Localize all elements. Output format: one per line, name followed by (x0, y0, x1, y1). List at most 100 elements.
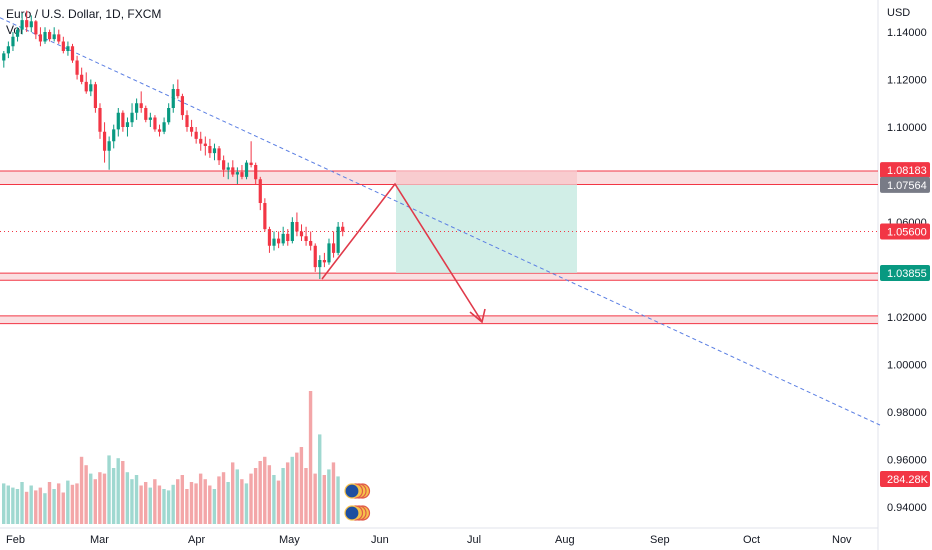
volume-bar (189, 482, 194, 524)
candle-body (277, 238, 281, 244)
candle-body (75, 60, 79, 75)
price-tag[interactable] (880, 176, 930, 193)
volume-bar (336, 476, 340, 524)
volume-bar (267, 465, 272, 524)
x-tick-label: Jul (467, 534, 481, 546)
volume-bar (61, 492, 65, 524)
currency-label: USD (887, 7, 910, 19)
volume-bar (134, 475, 139, 524)
candle-body (153, 117, 157, 130)
volume-bar (139, 485, 143, 524)
y-tick-label: 0.94000 (887, 502, 927, 514)
candle-body (121, 112, 125, 127)
candle-body (162, 122, 166, 132)
candle-body (102, 131, 107, 151)
candle-body (20, 20, 24, 30)
downtrend-line[interactable] (0, 17, 881, 426)
volume-bar (102, 473, 107, 524)
volume-bar (47, 482, 52, 524)
volume-bar (157, 485, 162, 524)
candle-body (336, 226, 340, 253)
candle-body (281, 233, 285, 244)
price-tag-label: 1.03855 (887, 268, 927, 280)
volume-bar (70, 484, 75, 524)
volume-bar (79, 456, 84, 524)
candle-body (48, 32, 52, 40)
candle-body (93, 84, 97, 108)
volume-bar (272, 475, 276, 524)
volume-bar (24, 491, 29, 524)
volume-bar (276, 480, 281, 524)
volume-bar (285, 462, 290, 524)
candle-body (249, 162, 253, 165)
candle-body (2, 53, 6, 61)
volume-bar (253, 468, 258, 524)
symbol-title[interactable]: Euro / U.S. Dollar, 1D, FXCM (6, 7, 162, 21)
candle-body (130, 112, 134, 123)
volume-bar (313, 473, 317, 524)
price-tag[interactable] (880, 162, 930, 179)
event-badge[interactable] (344, 505, 360, 521)
candle-body (208, 146, 212, 154)
candle-body (235, 172, 239, 175)
price-tag[interactable] (880, 264, 930, 281)
price-tag-label: 1.08183 (887, 165, 927, 177)
volume-bar (11, 487, 15, 524)
candle-body (318, 260, 322, 268)
volume-bar (121, 461, 125, 524)
volume-bar (258, 461, 262, 524)
volume-bar (212, 489, 217, 524)
volume-bar (125, 472, 130, 524)
candle-body (327, 243, 331, 263)
volume-bar (171, 484, 175, 524)
y-tick-label: 1.10000 (887, 122, 927, 134)
volume-bar (331, 462, 336, 524)
stop-loss-zone[interactable] (396, 170, 577, 185)
candle-body (309, 241, 313, 246)
volume-bar (38, 487, 43, 524)
volume-bar (299, 447, 304, 524)
candle-body (194, 131, 198, 139)
volume-bar (304, 468, 308, 524)
volume-bar (221, 472, 226, 524)
volume-bar (235, 469, 239, 524)
candle-body (222, 160, 226, 170)
candle-body (29, 21, 33, 28)
candle-body (6, 46, 10, 54)
volume-bar (130, 479, 134, 524)
candle-body (15, 29, 20, 37)
candle-body (226, 167, 230, 170)
event-badge[interactable] (344, 483, 360, 499)
candle-body (57, 34, 61, 42)
candle-body (203, 143, 207, 146)
price-tag[interactable] (880, 471, 930, 487)
candle-body (125, 122, 130, 127)
x-tick-label: Feb (6, 534, 25, 546)
y-tick-label: 1.00000 (887, 360, 927, 372)
candle-body (290, 222, 294, 241)
candle-body (272, 238, 276, 246)
volume-bar (322, 475, 326, 524)
candle-body (157, 129, 162, 132)
volume-bar (98, 472, 102, 524)
support-zone-1 (0, 273, 878, 281)
price-tag-label: 1.07564 (887, 180, 927, 192)
volume-bar (75, 483, 79, 524)
y-tick-label: 1.02000 (887, 312, 927, 324)
candle-body (217, 148, 221, 161)
candle-body (139, 103, 143, 108)
price-tag-label: 1.05600 (887, 227, 927, 239)
volume-bar (226, 482, 230, 524)
candle-body (304, 236, 308, 241)
candle-body (295, 222, 299, 232)
candle-body (258, 179, 262, 203)
price-tag[interactable] (880, 223, 930, 240)
candle-body (107, 141, 111, 151)
candle-body (25, 20, 29, 28)
volume-bar (244, 483, 249, 524)
projection-path[interactable] (321, 182, 483, 323)
take-profit-zone[interactable] (396, 184, 577, 273)
candle-body (167, 108, 171, 123)
candle-body (171, 89, 175, 108)
